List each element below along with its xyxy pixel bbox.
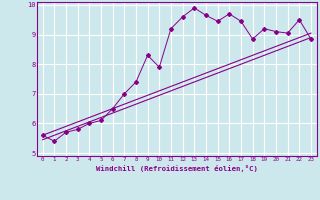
- X-axis label: Windchill (Refroidissement éolien,°C): Windchill (Refroidissement éolien,°C): [96, 165, 258, 172]
